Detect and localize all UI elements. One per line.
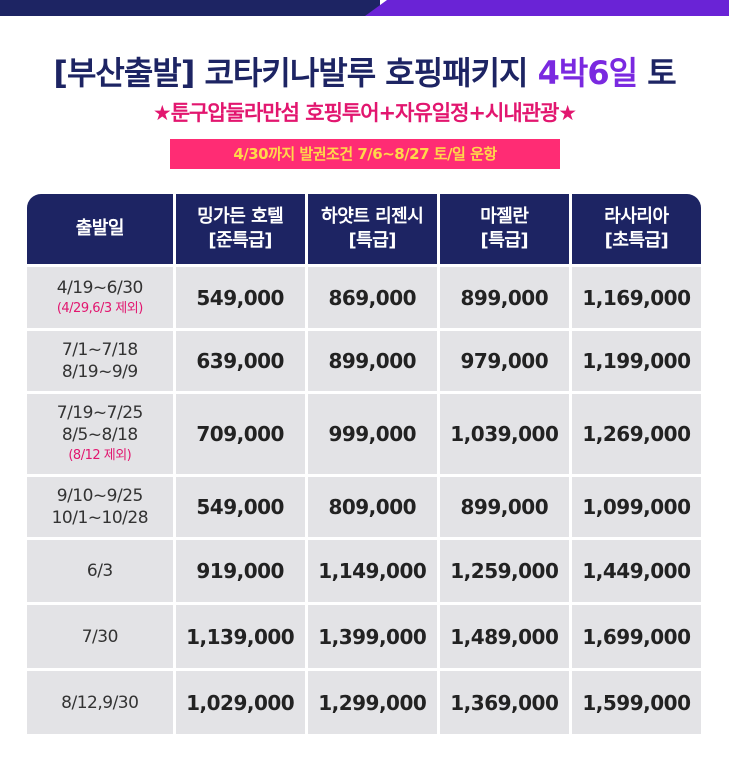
date-range: 6/3 [86,561,113,581]
price-cell: 1,489,000 [439,605,569,668]
table-row: 6/3 919,000 1,149,000 1,259,000 1,449,00… [27,540,701,602]
title-accent: 4박6일 [537,54,638,92]
header-grade: [준특급] [208,230,272,251]
header-line: 출발일 [75,218,125,239]
departure-date-cell: 8/12,9/30 [27,671,173,734]
price-cell: 549,000 [175,477,305,537]
price-cell: 999,000 [307,394,437,474]
header-departure-date: 출발일 [27,194,173,264]
exclusion-note: (8/12 제외) [68,448,132,463]
date-range: 8/19~9/9 [61,362,138,382]
top-bar-purple-stripe [365,0,729,16]
price-cell: 919,000 [175,540,305,602]
table-row: 7/1~7/18 8/19~9/9 639,000 899,000 979,000… [27,331,701,391]
price-cell: 1,099,000 [571,477,701,537]
table-row: 4/19~6/30 (4/29,6/3 제외) 549,000 869,000 8… [27,267,701,328]
price-cell: 1,039,000 [439,394,569,474]
table-row: 8/12,9/30 1,029,000 1,299,000 1,369,000 … [27,671,701,734]
header-line: 하얏트 리젠시 [321,206,424,227]
departure-date-cell: 4/19~6/30 (4/29,6/3 제외) [27,267,173,328]
price-cell: 1,199,000 [571,331,701,391]
table-row: 9/10~9/25 10/1~10/28 549,000 809,000 899,… [27,477,701,537]
price-cell: 1,699,000 [571,605,701,668]
date-range: 7/30 [81,626,119,647]
price-cell: 549,000 [175,267,305,328]
header-grade: [특급] [348,230,397,251]
header-hotel-hyatt-regency: 하얏트 리젠시 [특급] [307,194,437,264]
price-cell: 1,259,000 [439,540,569,602]
header-line: 마젤란 [480,206,529,227]
top-decoration-bar [0,0,729,16]
header-hotel-mingarden: 밍가든 호텔 [준특급] [175,194,305,264]
date-range: 7/1~7/18 [61,340,138,360]
price-cell: 1,299,000 [307,671,437,734]
price-cell: 1,139,000 [175,605,305,668]
price-cell: 639,000 [175,331,305,391]
price-cell: 1,599,000 [571,671,701,734]
table-row: 7/30 1,139,000 1,399,000 1,489,000 1,699… [27,605,701,668]
price-cell: 1,399,000 [307,605,437,668]
page-subtitle: ★툰구압둘라만섬 호핑투어+자유일정+시내관광★ [152,101,577,125]
title-tail: 토 [637,54,676,92]
date-range: 4/19~6/30 [56,277,144,298]
price-cell: 899,000 [439,477,569,537]
price-cell: 979,000 [439,331,569,391]
price-cell: 1,369,000 [439,671,569,734]
departure-date-cell: 7/30 [27,605,173,668]
price-cell: 899,000 [439,267,569,328]
exclusion-note: (4/29,6/3 제외) [56,300,143,316]
top-bar-navy-stripe [0,0,380,16]
price-cell: 899,000 [307,331,437,391]
price-cell: 1,269,000 [571,394,701,474]
price-cell: 1,449,000 [571,540,701,602]
price-cell: 869,000 [307,267,437,328]
date-range: 8/12,9/30 [61,692,139,713]
price-cell: 1,169,000 [571,267,701,328]
price-cell: 1,149,000 [307,540,437,602]
header-hotel-rasa-ria: 라사리아 [초특급] [571,194,701,264]
ticketing-notice-badge: 4/30까지 발권조건 7/6~8/27 토/일 운항 [170,139,560,169]
page-title: [부산출발] 코타키나발루 호핑패키지 4박6일 토 [0,48,729,94]
departure-date-cell: 7/19~7/25 8/5~8/18 (8/12 제외) [27,394,173,474]
price-table: 출발일 밍가든 호텔 [준특급] 하얏트 리젠시 [특급] 마젤란 [특급] 라사리아… [24,191,704,737]
table-header-row: 출발일 밍가든 호텔 [준특급] 하얏트 리젠시 [특급] 마젤란 [특급] 라사리아… [27,194,701,264]
table-row: 7/19~7/25 8/5~8/18 (8/12 제외) 709,000 999,0… [27,394,701,474]
departure-date-cell: 7/1~7/18 8/19~9/9 [27,331,173,391]
price-cell: 1,029,000 [175,671,305,734]
departure-date-cell: 6/3 [27,540,173,602]
header-grade: [특급] [480,230,529,251]
header-line: 밍가든 호텔 [197,206,284,227]
header-grade: [초특급] [604,230,669,251]
price-cell: 709,000 [175,394,305,474]
date-range: 8/5~8/18 [61,425,138,445]
departure-date-cell: 9/10~9/25 10/1~10/28 [27,477,173,537]
date-range: 10/1~10/28 [51,508,149,528]
title-main: [부산출발] 코타키나발루 호핑패키지 [53,54,538,92]
date-range: 7/19~7/25 [56,403,144,423]
price-cell: 809,000 [307,477,437,537]
header-hotel-magellan: 마젤란 [특급] [439,194,569,264]
date-range: 9/10~9/25 [56,486,144,506]
header-line: 라사리아 [604,206,669,227]
